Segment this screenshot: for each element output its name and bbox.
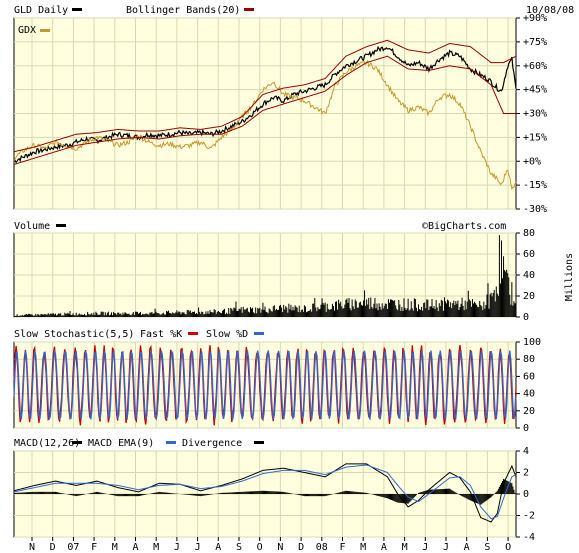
x-tick-label: S — [236, 542, 242, 553]
price-y-axis: +90% +75% +60% +45% +30% +15% +0% -15% -30% — [516, 13, 547, 215]
price-grid — [14, 17, 516, 210]
y-tick-label: 0 — [523, 312, 529, 323]
stochastic-legend-label: Slow Stochastic(5,5) — [14, 329, 134, 340]
gld-legend-swatch — [72, 8, 82, 11]
bollinger-band-line — [13, 39, 517, 153]
x-tick-label: N — [277, 542, 283, 553]
gdx-line — [13, 59, 517, 191]
divergence-legend-swatch — [254, 441, 264, 444]
y-tick-label: 60 — [523, 249, 535, 260]
x-tick-label: F — [339, 542, 345, 553]
volume-panel: Volume ©BigCharts.com 80 60 40 20 0 Millions — [13, 218, 575, 323]
date-label: 10/08/08 — [526, 5, 574, 16]
price-panel: GLD Daily Bollinger Bands(20) GDX 10/08/… — [13, 5, 574, 215]
bollinger-legend-swatch — [244, 8, 254, 11]
x-tick-label: O — [257, 542, 263, 553]
macd-legend-label: MACD(12,26) — [14, 438, 80, 449]
macd-legend-swatch — [72, 441, 82, 444]
x-tick-label: A — [464, 542, 470, 553]
macd-ema-legend-label: MACD EMA(9) — [88, 438, 154, 449]
x-tick-label: N — [29, 542, 35, 553]
y-tick-label: 100 — [523, 337, 541, 348]
gdx-legend-label: GDX — [18, 25, 36, 36]
y-tick-label: 40 — [523, 270, 535, 281]
x-tick-label: O — [505, 542, 511, 553]
bollinger-band-line — [13, 55, 516, 165]
stochastic-series — [13, 344, 517, 426]
price-series — [13, 39, 517, 191]
x-tick-label: M — [360, 542, 366, 553]
y-tick-label: 40 — [523, 389, 535, 400]
y-tick-label: +15% — [523, 132, 547, 143]
fast-k-legend-swatch — [188, 332, 198, 335]
divergence-legend-label: Divergence — [182, 438, 242, 449]
macd-panel: MACD(12,26) MACD EMA(9) Divergence 4 2 0 -2… — [13, 438, 535, 543]
x-tick-label: D — [298, 542, 304, 553]
gdx-legend-swatch — [40, 29, 50, 32]
macd-series — [13, 463, 517, 523]
x-tick-label: A — [132, 542, 138, 553]
x-tick-label: D — [50, 542, 56, 553]
stochastic-y-axis: 100 80 60 40 20 0 — [516, 337, 541, 434]
watermark: ©BigCharts.com — [422, 221, 506, 232]
slow-d-line — [13, 349, 517, 421]
y-tick-label: -4 — [523, 532, 535, 543]
x-tick-label: J — [174, 542, 180, 553]
x-tick-label: 08 — [316, 542, 328, 553]
y-tick-label: -15% — [523, 180, 547, 191]
y-tick-label: -30% — [523, 204, 547, 215]
x-axis: N D 07 F M A M J J A S O N D 08 F M A M J J A S O — [29, 537, 511, 553]
x-tick-label: A — [215, 542, 221, 553]
y-tick-label: +90% — [523, 13, 547, 24]
x-tick-label: 07 — [67, 542, 79, 553]
x-tick-label: M — [153, 542, 159, 553]
macd-line — [13, 463, 517, 523]
y-tick-label: 80 — [523, 354, 535, 365]
volume-grid — [14, 232, 516, 318]
macd-ema-legend-swatch — [166, 441, 176, 444]
y-tick-label: -2 — [523, 511, 535, 522]
volume-legend-swatch — [56, 224, 66, 227]
y-tick-label: +60% — [523, 61, 547, 72]
x-tick-label: A — [381, 542, 387, 553]
y-tick-label: 20 — [523, 291, 535, 302]
volume-y-axis: 80 60 40 20 0 — [516, 228, 535, 323]
slow-d-legend-label: Slow %D — [206, 329, 248, 340]
volume-header — [14, 218, 516, 232]
slow-d-legend-swatch — [254, 332, 264, 335]
y-tick-label: 60 — [523, 371, 535, 382]
stochastic-panel: Slow Stochastic(5,5) Fast %K Slow %D 100… — [13, 329, 541, 434]
y-tick-label: +30% — [523, 109, 547, 120]
x-tick-label: F — [91, 542, 97, 553]
x-tick-label: J — [422, 542, 428, 553]
volume-y-axis-label: Millions — [564, 253, 575, 301]
x-tick-label: M — [112, 542, 118, 553]
x-tick-label: J — [443, 542, 449, 553]
volume-legend-label: Volume — [14, 221, 50, 232]
volume-bars — [13, 235, 517, 317]
bollinger-legend-label: Bollinger Bands(20) — [126, 5, 240, 16]
y-tick-label: 20 — [523, 406, 535, 417]
x-tick-label: J — [195, 542, 201, 553]
macd-y-axis: 4 2 0 -2 -4 — [516, 446, 535, 543]
y-tick-label: 80 — [523, 228, 535, 239]
gld-legend-label: GLD Daily — [14, 5, 68, 16]
y-tick-label: 4 — [523, 446, 529, 457]
y-tick-label: 0 — [523, 489, 529, 500]
fast-k-legend-label: Fast %K — [140, 329, 182, 340]
macd-ema-line — [13, 464, 517, 520]
y-tick-label: 0 — [523, 423, 529, 434]
y-tick-label: +0% — [523, 156, 541, 167]
y-tick-label: 2 — [523, 468, 529, 479]
y-tick-label: +75% — [523, 37, 547, 48]
x-tick-label: M — [402, 542, 408, 553]
x-tick-label: S — [484, 542, 490, 553]
y-tick-label: +45% — [523, 85, 547, 96]
